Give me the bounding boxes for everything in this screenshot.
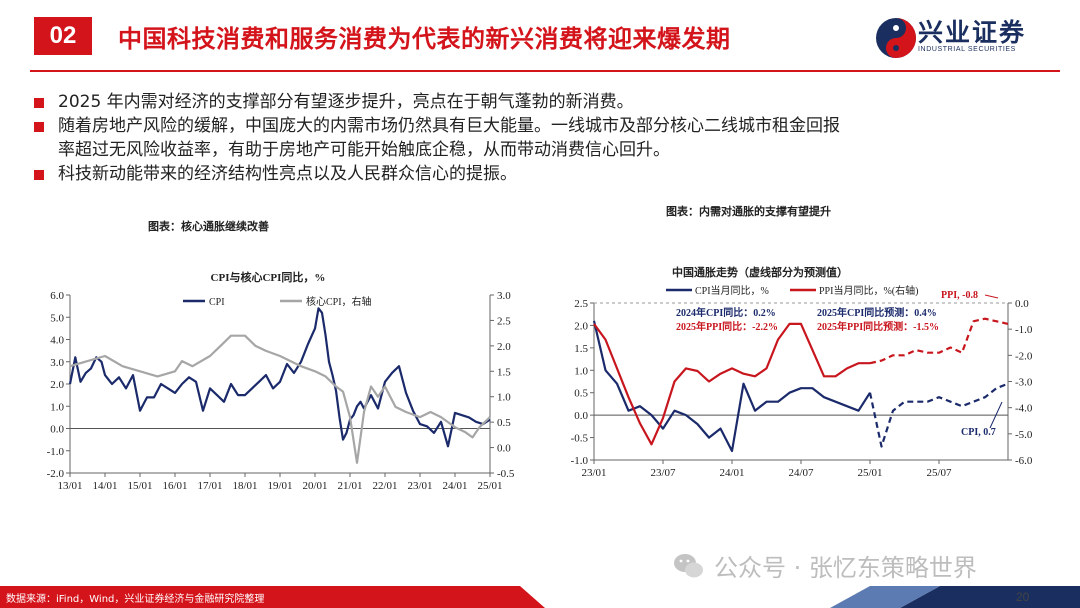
bullet-square-icon	[34, 98, 44, 108]
y-tick-label-left: 1.5	[574, 343, 588, 355]
y-tick-label-right: 3.0	[497, 290, 511, 302]
bullet-square-icon	[34, 170, 44, 180]
y-tick-label-left: 6.0	[50, 290, 64, 302]
y-tick-label-left: 4.0	[50, 335, 64, 347]
y-tick-label-left: 0.0	[574, 410, 588, 422]
y-tick-label-left: 1.0	[50, 401, 64, 413]
inflation-chart: 中国通胀走势（虚线部分为预测值） CPI当月同比，% PPI当月同比，%(右轴)…	[571, 265, 1033, 479]
chart-annotation: 2024年CPI同比：0.2%	[676, 306, 776, 319]
chart-annotation: PPI, -0.8	[941, 290, 978, 301]
x-tick-label: 23/07	[650, 467, 676, 479]
x-tick-label: 25/01	[477, 480, 502, 492]
chart-legend: CPI当月同比，% PPI当月同比，%(右轴)	[666, 284, 918, 297]
right-figure-caption: 图表：内需对通胀的支撑有望提升	[666, 205, 831, 218]
data-source: 数据来源：iFind，Wind，兴业证券经济与金融研究院整理	[6, 594, 265, 605]
x-tick-label: 23/01	[407, 480, 432, 492]
series-line	[593, 322, 870, 446]
core-cpi-chart: CPI与核心CPI同比，% CPI 核心CPI，右轴 6.0 5.0 4.0 3.0 2…	[47, 270, 515, 492]
y-tick-label-left: 0.0	[50, 424, 64, 436]
chart-title: 中国通胀走势（虚线部分为预测值）	[672, 265, 848, 279]
y-tick-label-right: -2.0	[1015, 350, 1033, 362]
chart-annotation: 2025年PPI同比预测：-1.5%	[817, 320, 939, 333]
y-tick-label-right: -3.0	[1015, 377, 1033, 389]
y-tick-label-left: -2.0	[47, 468, 65, 480]
legend-label: PPI当月同比，%(右轴)	[819, 284, 918, 297]
x-tick-label: 18/01	[232, 480, 257, 492]
x-tick-label: 19/01	[267, 480, 292, 492]
annotation-arrow	[984, 294, 999, 299]
left-figure-caption: 图表：核心通胀继续改善	[148, 220, 269, 233]
company-logo	[876, 18, 916, 58]
x-tick-label: 24/07	[788, 467, 814, 479]
wechat-icon	[674, 553, 703, 577]
y-tick-label-right: 1.0	[497, 392, 511, 404]
y-tick-label-left: 2.0	[50, 379, 64, 391]
y-tick-label-left: 2.5	[574, 298, 588, 310]
y-tick-label-right: 0.0	[497, 443, 511, 455]
chart-annotation: 2025年CPI同比预测：0.4%	[817, 306, 937, 319]
y-tick-label-right: 0.0	[1015, 298, 1029, 310]
section-number: 02	[34, 17, 92, 55]
series-line	[592, 320, 871, 453]
series-line	[68, 307, 491, 448]
y-tick-label-left: -0.5	[571, 433, 589, 445]
bullet-text: 科技新动能带来的经济结构性亮点以及人民群众信心的提振。	[58, 164, 517, 184]
y-tick-label-left: 5.0	[50, 312, 64, 324]
watermark: 公众号 · 张忆东策略世界	[672, 548, 977, 583]
y-tick-label-left: -1.0	[47, 446, 65, 458]
y-tick-label-right: 2.5	[497, 315, 511, 327]
x-tick-label: 22/01	[372, 480, 397, 492]
y-tick-label-left: 1.0	[574, 365, 588, 377]
y-tick-label-right: -0.5	[497, 468, 515, 480]
series-line	[868, 382, 1009, 448]
slide-title: 中国科技消费和服务消费为代表的新兴消费将迎来爆发期	[118, 25, 731, 53]
bullet-text: 随着房地产风险的缓解，中国庞大的内需市场仍然具有巨大能量。一线城市及部分核心二线…	[58, 116, 840, 136]
x-tick-label: 23/01	[581, 467, 606, 479]
bullet-square-icon	[34, 122, 44, 132]
annotation-arrow	[989, 401, 1003, 429]
chart-annotation: 2025年PPI同比：-2.2%	[676, 320, 778, 333]
series-line	[869, 317, 1009, 365]
x-tick-label: 16/01	[162, 480, 187, 492]
y-tick-label-right: -1.0	[1015, 324, 1033, 336]
chart-title: CPI与核心CPI同比，%	[211, 270, 326, 284]
x-tick-label: 15/01	[127, 480, 152, 492]
bullet-text: 2025 年内需对经济的支撑部分有望逐步提升，亮点在于朝气蓬勃的新消费。	[58, 92, 634, 112]
y-tick-label-left: -1.0	[571, 455, 589, 467]
y-tick-label-left: 3.0	[50, 357, 64, 369]
bullet-text: 率超过无风险收益率，有助于房地产可能开始触底企稳，从而带动消费信心回升。	[58, 140, 670, 160]
chart-annotation: CPI, 0.7	[961, 427, 996, 438]
chart-legend: CPI 核心CPI，右轴	[183, 295, 372, 308]
logo-subtitle: INDUSTRIAL SECURITIES	[918, 46, 1016, 53]
footer-bar	[0, 586, 1080, 608]
x-tick-label: 21/01	[337, 480, 362, 492]
title-divider	[30, 70, 1060, 72]
y-tick-label-right: -6.0	[1015, 455, 1033, 467]
x-tick-label: 13/01	[57, 480, 82, 492]
y-tick-label-right: 0.5	[497, 417, 511, 429]
logo-text: 兴业证券	[918, 18, 1027, 47]
y-tick-label-right: -5.0	[1015, 429, 1033, 441]
x-tick-label: 17/01	[197, 480, 222, 492]
y-tick-label-right: 2.0	[497, 341, 511, 353]
x-tick-label: 24/01	[442, 480, 467, 492]
page-number: 20	[1016, 590, 1030, 604]
legend-label: CPI当月同比，%	[695, 284, 769, 297]
y-tick-label-right: 1.5	[497, 366, 511, 378]
x-tick-label: 14/01	[92, 480, 117, 492]
y-tick-label-left: 0.5	[574, 388, 588, 400]
y-tick-label-right: -4.0	[1015, 403, 1033, 415]
bullet-item: 科技新动能带来的经济结构性亮点以及人民群众信心的提振。	[34, 162, 517, 186]
legend-label: 核心CPI，右轴	[306, 295, 372, 308]
y-tick-label-left: 2.0	[574, 320, 588, 332]
x-tick-label: 20/01	[302, 480, 327, 492]
bullet-item: 随着房地产风险的缓解，中国庞大的内需市场仍然具有巨大能量。一线城市及部分核心二线…	[34, 114, 840, 162]
bullet-item: 2025 年内需对经济的支撑部分有望逐步提升，亮点在于朝气蓬勃的新消费。	[34, 90, 634, 114]
watermark-text: 公众号 · 张忆东策略世界	[714, 554, 977, 582]
legend-label: CPI	[209, 297, 225, 308]
x-tick-label: 25/07	[926, 467, 952, 479]
x-tick-label: 24/01	[719, 467, 744, 479]
x-tick-label: 25/01	[857, 467, 882, 479]
series-line	[69, 334, 491, 464]
